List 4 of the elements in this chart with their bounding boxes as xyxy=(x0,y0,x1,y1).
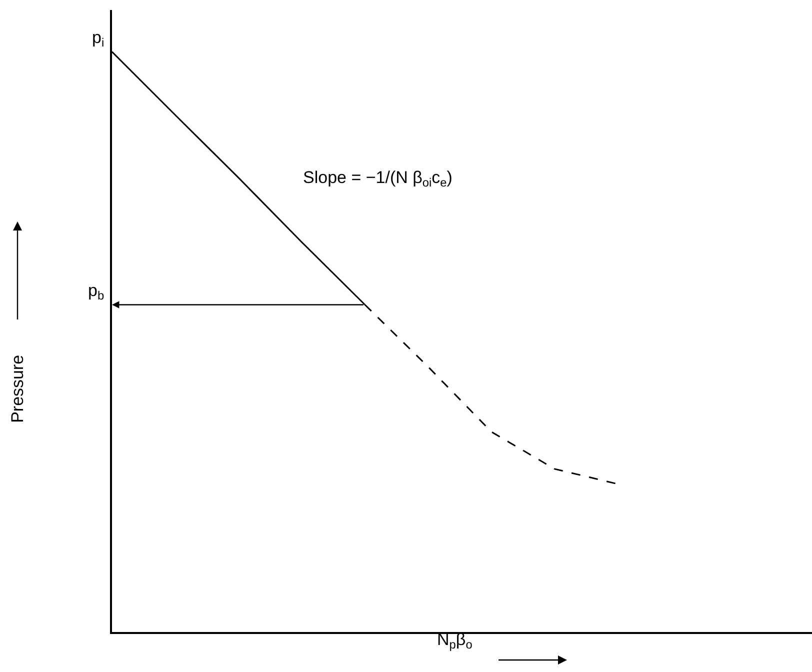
text: p$_{i}$ xyxy=(92,28,104,50)
y-axis-title: Pressure xyxy=(8,354,28,423)
annotation: Slope = −1/(N β$_{oi}$c$_{e}$) xyxy=(303,168,452,190)
annotation: p$_{b}$ xyxy=(88,281,104,303)
